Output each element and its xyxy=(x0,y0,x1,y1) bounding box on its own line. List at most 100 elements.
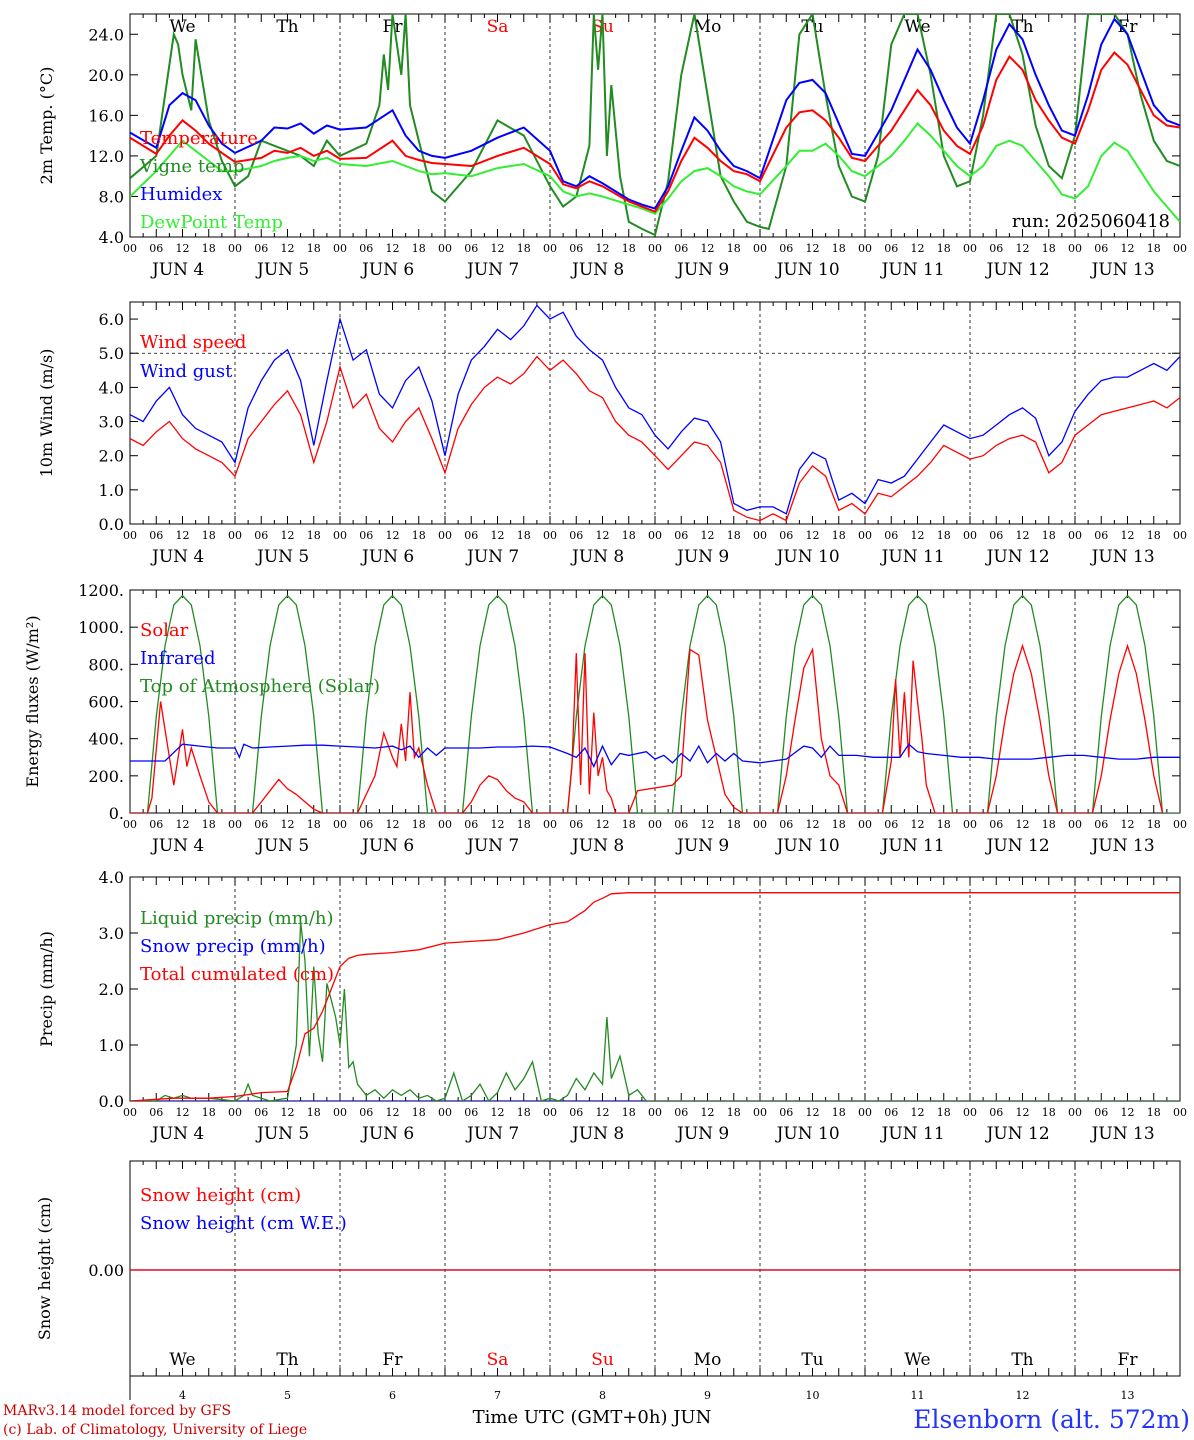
precip-ytick-label: 1.0 xyxy=(99,1036,124,1055)
wind-hour-label: 06 xyxy=(464,529,478,542)
energy-hour-label: 06 xyxy=(1094,818,1108,831)
precip-hour-label: 12 xyxy=(386,1106,400,1119)
wind-hour-label: 00 xyxy=(123,529,137,542)
energy-hour-label: 06 xyxy=(359,818,373,831)
snow-weekday-label: Su xyxy=(591,1350,614,1370)
temperature-weekday-label: Mo xyxy=(694,17,722,37)
temperature-weekday-label: Th xyxy=(276,17,298,37)
temperature-date-label: JUN 13 xyxy=(1090,260,1155,280)
energy-legend-entry: Top of Atmosphere (Solar) xyxy=(140,676,380,697)
precip-series-line xyxy=(130,921,1180,1101)
precip-hour-label: 00 xyxy=(648,1106,662,1119)
precip-hour-label: 06 xyxy=(569,1106,583,1119)
temperature-hour-label: 18 xyxy=(937,242,951,255)
temperature-legend-entry: Temperature xyxy=(140,128,258,149)
snow-weekday-label: We xyxy=(904,1350,930,1370)
wind-date-label: JUN 10 xyxy=(775,547,840,567)
wind-ytick-label: 2.0 xyxy=(99,447,124,466)
wind-hour-label: 18 xyxy=(622,529,636,542)
wind-ytick-label: 4.0 xyxy=(99,378,124,397)
energy-legend-entry: Solar xyxy=(140,620,189,641)
energy-hour-label: 00 xyxy=(123,818,137,831)
precip-ylabel: Precip (mm/h) xyxy=(37,931,56,1047)
snow-ytick-label: 0.00 xyxy=(88,1261,124,1280)
energy-date-label: JUN 9 xyxy=(675,836,729,856)
energy-hour-label: 18 xyxy=(307,818,321,831)
energy-hour-label: 06 xyxy=(779,818,793,831)
precip-hour-label: 12 xyxy=(806,1106,820,1119)
temperature-hour-label: 12 xyxy=(596,242,610,255)
wind-hour-label: 12 xyxy=(911,529,925,542)
temperature-hour-label: 06 xyxy=(884,242,898,255)
snow-ylabel: Snow height (cm) xyxy=(35,1197,54,1340)
energy-date-label: JUN 10 xyxy=(775,836,840,856)
energy-ytick-label: 1200. xyxy=(78,581,124,600)
wind-hour-label: 06 xyxy=(254,529,268,542)
wind-legend-entry: Wind speed xyxy=(140,332,246,353)
temperature-hour-label: 12 xyxy=(1121,242,1135,255)
energy-hour-label: 00 xyxy=(753,818,767,831)
snow-day-number: 6 xyxy=(389,1389,396,1402)
precip-hour-label: 12 xyxy=(491,1106,505,1119)
precip-hour-label: 18 xyxy=(517,1106,531,1119)
energy-series-line xyxy=(130,594,1180,813)
energy-hour-label: 00 xyxy=(963,818,977,831)
energy-hour-label: 00 xyxy=(228,818,242,831)
wind-date-label: JUN 11 xyxy=(880,547,945,567)
precip-hour-label: 18 xyxy=(622,1106,636,1119)
precip-hour-label: 06 xyxy=(1094,1106,1108,1119)
precip-hour-label: 12 xyxy=(596,1106,610,1119)
energy-hour-label: 18 xyxy=(517,818,531,831)
energy-hour-label: 00 xyxy=(543,818,557,831)
energy-hour-label: 06 xyxy=(569,818,583,831)
precip-hour-label: 06 xyxy=(149,1106,163,1119)
snow-weekday-label: Mo xyxy=(694,1350,722,1370)
wind-hour-label: 00 xyxy=(1173,529,1187,542)
temperature-series-line xyxy=(130,17,1180,210)
energy-hour-label: 18 xyxy=(727,818,741,831)
wind-date-label: JUN 13 xyxy=(1090,547,1155,567)
energy-hour-label: 00 xyxy=(1068,818,1082,831)
precip-ytick-label: 0.0 xyxy=(99,1092,124,1111)
temperature-date-label: JUN 6 xyxy=(360,260,414,280)
temperature-date-label: JUN 4 xyxy=(150,260,204,280)
snow-day-number: 8 xyxy=(599,1389,606,1402)
temperature-weekday-label: We xyxy=(169,17,195,37)
energy-date-label: JUN 7 xyxy=(465,836,519,856)
energy-hour-label: 00 xyxy=(858,818,872,831)
wind-hour-label: 18 xyxy=(412,529,426,542)
wind-hour-label: 18 xyxy=(727,529,741,542)
temperature-weekday-label: Fr xyxy=(1118,17,1139,37)
wind-hour-label: 18 xyxy=(937,529,951,542)
wind-ytick-label: 3.0 xyxy=(99,413,124,432)
energy-hour-label: 12 xyxy=(1016,818,1030,831)
wind-hour-label: 00 xyxy=(438,529,452,542)
precip-hour-label: 06 xyxy=(464,1106,478,1119)
temperature-hour-label: 00 xyxy=(438,242,452,255)
temperature-hour-label: 06 xyxy=(359,242,373,255)
energy-ytick-label: 0. xyxy=(109,804,124,823)
energy-hour-label: 06 xyxy=(884,818,898,831)
energy-ylabel: Energy fluxes (W/m²) xyxy=(23,615,42,787)
temperature-hour-label: 06 xyxy=(149,242,163,255)
temperature-hour-label: 18 xyxy=(517,242,531,255)
energy-series-line xyxy=(130,643,1164,813)
wind-series-line xyxy=(130,355,1180,522)
temperature-ytick-label: 8.0 xyxy=(99,187,124,206)
snow-day-number: 12 xyxy=(1016,1389,1030,1402)
temperature-ytick-label: 16.0 xyxy=(88,106,124,125)
temperature-hour-label: 00 xyxy=(228,242,242,255)
precip-date-label: JUN 9 xyxy=(675,1124,729,1144)
temperature-ytick-label: 20.0 xyxy=(88,66,124,85)
energy-hour-label: 18 xyxy=(412,818,426,831)
precip-hour-label: 00 xyxy=(1173,1106,1187,1119)
energy-hour-label: 00 xyxy=(438,818,452,831)
temperature-hour-label: 18 xyxy=(307,242,321,255)
wind-hour-label: 00 xyxy=(543,529,557,542)
precip-hour-label: 18 xyxy=(727,1106,741,1119)
energy-ytick-label: 600. xyxy=(88,693,124,712)
station-name: Elsenborn (alt. 572m) xyxy=(913,1405,1190,1434)
precip-date-label: JUN 8 xyxy=(570,1124,624,1144)
wind-hour-label: 18 xyxy=(1147,529,1161,542)
precip-date-label: JUN 5 xyxy=(255,1124,309,1144)
